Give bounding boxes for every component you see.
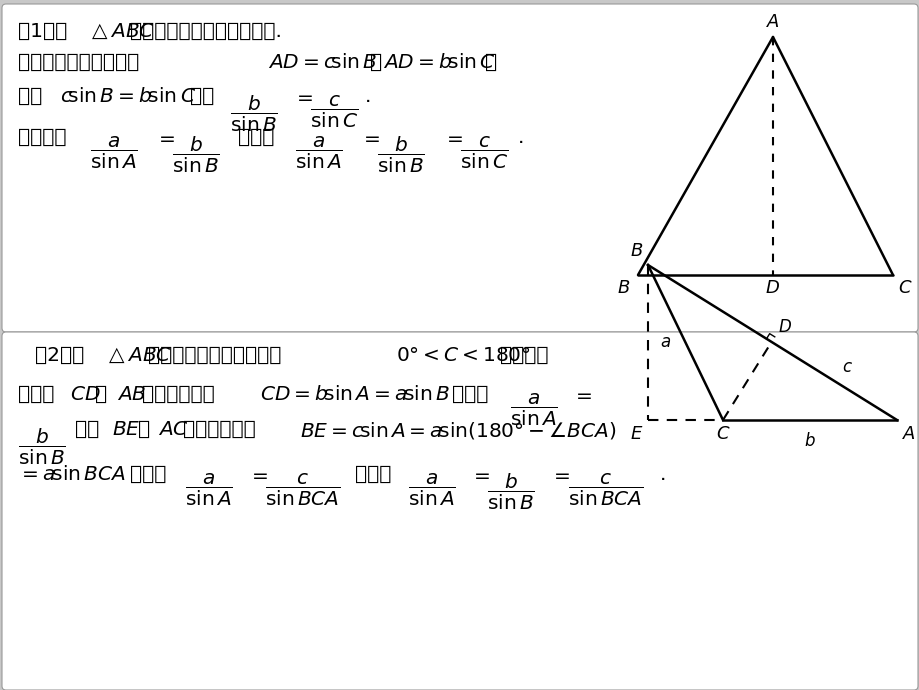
Text: 边上的高，则: 边上的高，则 xyxy=(142,385,214,404)
Text: ，所以: ，所以 xyxy=(238,128,274,147)
Text: ，即: ，即 xyxy=(190,87,214,106)
Text: .: . xyxy=(517,128,524,147)
Text: $b$: $b$ xyxy=(803,432,815,450)
Text: ，所以: ，所以 xyxy=(130,465,166,484)
Text: $\triangle ABC$: $\triangle ABC$ xyxy=(105,346,172,365)
Text: $AD = c\!\sin B$: $AD = c\!\sin B$ xyxy=(267,53,377,72)
Text: 为: 为 xyxy=(95,385,107,404)
Text: $\dfrac{c}{\sin BCA}$: $\dfrac{c}{\sin BCA}$ xyxy=(265,472,340,509)
Text: $\dfrac{a}{\sin A}$: $\dfrac{a}{\sin A}$ xyxy=(407,472,456,509)
Text: $=$: $=$ xyxy=(154,128,176,147)
Text: $=$: $=$ xyxy=(248,465,268,484)
Text: $AD = b\!\sin C$: $AD = b\!\sin C$ xyxy=(382,53,495,72)
Text: $=$: $=$ xyxy=(550,465,570,484)
Text: .: . xyxy=(365,87,371,106)
Text: $\dfrac{c}{\sin BCA}$: $\dfrac{c}{\sin BCA}$ xyxy=(567,472,643,509)
Text: 。所以: 。所以 xyxy=(355,465,391,484)
Text: $AC$: $AC$ xyxy=(158,420,188,439)
Text: $C$: $C$ xyxy=(897,279,912,297)
Text: $A$: $A$ xyxy=(766,13,779,31)
Text: $CD = b\!\sin A = a\!\sin B$: $CD = b\!\sin A = a\!\sin B$ xyxy=(260,385,449,404)
Text: 。设: 。设 xyxy=(75,420,99,439)
Text: $\dfrac{b}{\sin B}$: $\dfrac{b}{\sin B}$ xyxy=(230,94,278,135)
Text: $\dfrac{b}{\sin B}$: $\dfrac{b}{\sin B}$ xyxy=(18,427,66,467)
Text: $= a\!\sin BCA$: $= a\!\sin BCA$ xyxy=(18,465,126,484)
Text: $B$: $B$ xyxy=(630,242,642,260)
Text: $a$: $a$ xyxy=(660,333,671,351)
Text: $c$: $c$ xyxy=(842,358,852,376)
Text: $\dfrac{b}{\sin B}$: $\dfrac{b}{\sin B}$ xyxy=(377,135,425,175)
Text: 示，设: 示，设 xyxy=(18,385,54,404)
Text: 边上的高，则: 边上的高，则 xyxy=(183,420,255,439)
Text: $\dfrac{c}{\sin C}$: $\dfrac{c}{\sin C}$ xyxy=(460,135,507,171)
Text: $=$: $=$ xyxy=(470,465,490,484)
Text: 同理可证: 同理可证 xyxy=(18,128,66,147)
Text: $\dfrac{c}{\sin C}$: $\dfrac{c}{\sin C}$ xyxy=(310,94,357,130)
Text: 根据三角函数的定义得: 根据三角函数的定义得 xyxy=(18,53,139,72)
Text: $C$: $C$ xyxy=(715,425,730,443)
Text: $=$: $=$ xyxy=(359,128,380,147)
Text: $=$: $=$ xyxy=(443,128,463,147)
FancyBboxPatch shape xyxy=(2,4,917,332)
Text: ，: ， xyxy=(484,53,496,72)
FancyBboxPatch shape xyxy=(2,332,917,690)
Text: $BE = c\!\sin A = a\!\sin\!\left(180°-\angle BCA\right)$: $BE = c\!\sin A = a\!\sin\!\left(180°-\a… xyxy=(300,420,616,441)
Text: $=$: $=$ xyxy=(292,87,313,106)
Text: ，如图所: ，如图所 xyxy=(499,346,548,365)
Text: $\dfrac{b}{\sin B}$: $\dfrac{b}{\sin B}$ xyxy=(172,135,220,175)
Text: ，: ， xyxy=(369,53,381,72)
Text: 所以: 所以 xyxy=(18,87,42,106)
Text: $B$: $B$ xyxy=(616,279,630,297)
Text: $c\!\sin B = b\!\sin C$: $c\!\sin B = b\!\sin C$ xyxy=(60,87,196,106)
Text: 为锐角三角形时，如图所示.: 为锐角三角形时，如图所示. xyxy=(130,22,281,41)
Text: ，所以: ，所以 xyxy=(451,385,488,404)
Text: .: . xyxy=(659,465,665,484)
Text: $D$: $D$ xyxy=(765,279,779,297)
Text: $\dfrac{a}{\sin A}$: $\dfrac{a}{\sin A}$ xyxy=(509,392,557,428)
Text: $\dfrac{b}{\sin B}$: $\dfrac{b}{\sin B}$ xyxy=(486,472,534,512)
Text: （2）当: （2）当 xyxy=(35,346,85,365)
Text: （1）当: （1）当 xyxy=(18,22,67,41)
Text: $BE$: $BE$ xyxy=(112,420,141,439)
Text: $\dfrac{a}{\sin A}$: $\dfrac{a}{\sin A}$ xyxy=(185,472,233,509)
Text: 为钝角三角形时，不妨设: 为钝角三角形时，不妨设 xyxy=(148,346,281,365)
Text: $CD$: $CD$ xyxy=(70,385,100,404)
Text: 为: 为 xyxy=(138,420,150,439)
Text: $0°<C<180°$: $0°<C<180°$ xyxy=(395,346,530,365)
Text: $\dfrac{a}{\sin A}$: $\dfrac{a}{\sin A}$ xyxy=(295,135,343,171)
Text: $\dfrac{a}{\sin A}$: $\dfrac{a}{\sin A}$ xyxy=(90,135,138,171)
Text: $\triangle ABC$: $\triangle ABC$ xyxy=(88,22,154,41)
Text: $D$: $D$ xyxy=(777,318,790,336)
Text: $E$: $E$ xyxy=(629,425,642,443)
Text: $=$: $=$ xyxy=(572,385,592,404)
Text: $AB$: $AB$ xyxy=(117,385,146,404)
Text: $A$: $A$ xyxy=(901,425,915,443)
